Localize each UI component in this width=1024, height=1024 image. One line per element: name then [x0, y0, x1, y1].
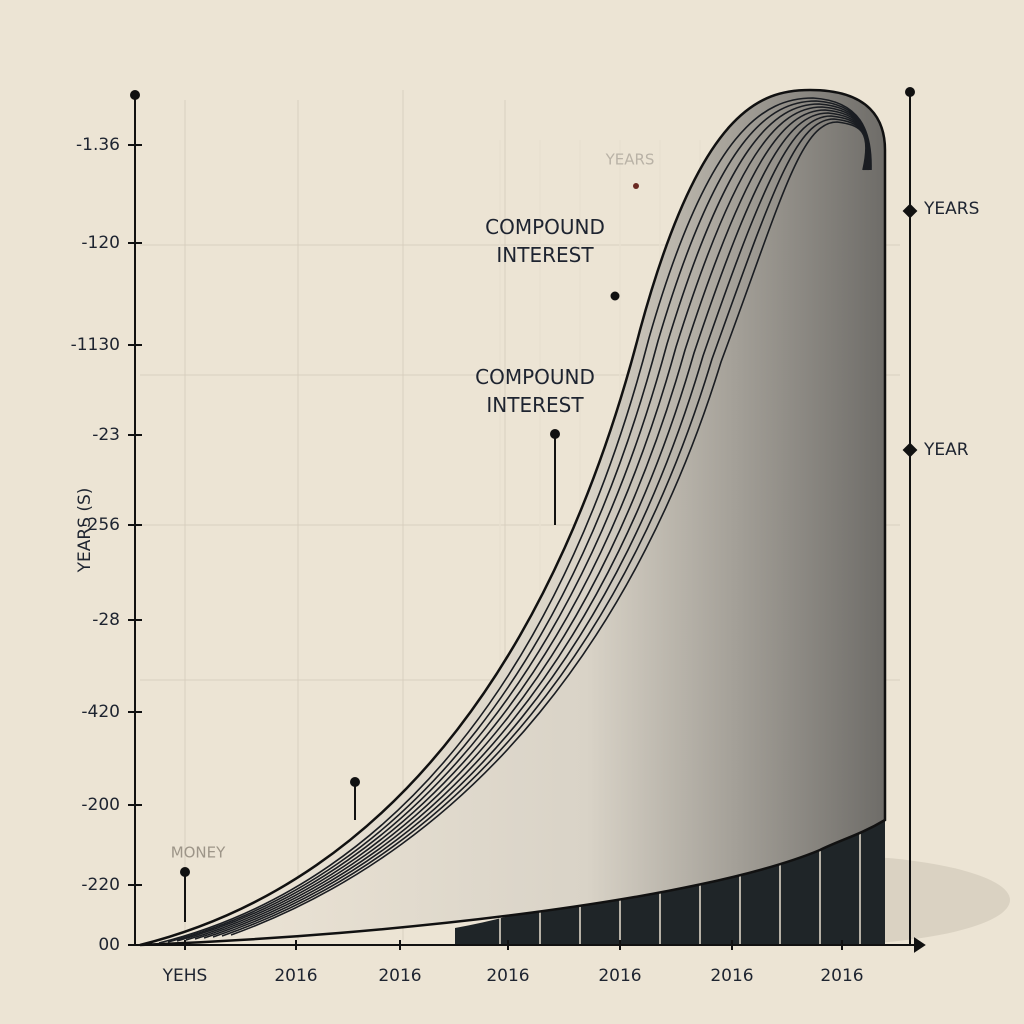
x-axis-label: 2016	[378, 966, 421, 986]
left-axis-label: 00	[98, 935, 120, 955]
stripe	[185, 106, 870, 941]
x-axis-label: 2016	[820, 966, 863, 986]
right-axis-label: YEAR	[923, 440, 969, 460]
x-axis-label: 2016	[486, 966, 529, 986]
stripe	[221, 118, 868, 937]
annotation: COMPOUND INTEREST	[485, 215, 605, 267]
right-axis-label: YEARS	[923, 199, 979, 219]
curve-ribbon	[139, 88, 887, 947]
stripe	[176, 103, 871, 942]
left-axis-label: -420	[81, 702, 120, 722]
stripe	[194, 109, 869, 940]
annotation-line: INTEREST	[486, 393, 584, 417]
stripe	[158, 97, 872, 944]
left-axis-label: -23	[92, 425, 120, 445]
x-axis-labels: YEHS 2016 2016 2016 2016 2016 2016	[162, 940, 864, 986]
stripe	[212, 115, 868, 938]
annotation: COMPOUND INTEREST	[475, 365, 595, 417]
annotation-faint: YEARS	[605, 151, 655, 169]
left-axis-label: -28	[92, 610, 120, 630]
annotation-line: INTEREST	[496, 243, 594, 267]
left-axis-label: -1.36	[76, 135, 120, 155]
left-axis-label: -256	[81, 515, 120, 535]
stripe	[203, 112, 869, 939]
stripe	[167, 100, 871, 943]
x-axis-label: YEHS	[162, 966, 208, 986]
left-axis-labels: -1.36 -120 -1130 -23 -256 -28 -420 -200 -220 00	[71, 135, 142, 955]
x-axis-label: 2016	[710, 966, 753, 986]
left-axis-label: -1130	[71, 335, 120, 355]
x-axis-label: 2016	[598, 966, 641, 986]
left-axis-label: -220	[81, 875, 120, 895]
annotation-money: MONEY	[171, 844, 226, 862]
stripe	[230, 121, 867, 936]
annotation-line: COMPOUND	[475, 365, 595, 389]
left-axis-label: -120	[81, 233, 120, 253]
left-axis-label: -200	[81, 795, 120, 815]
axes	[130, 87, 926, 953]
annotation-line: COMPOUND	[485, 215, 605, 239]
x-axis-label: 2016	[274, 966, 317, 986]
left-axis-title: YEARS (S)	[75, 488, 95, 574]
ribbon-stripes	[158, 97, 872, 944]
